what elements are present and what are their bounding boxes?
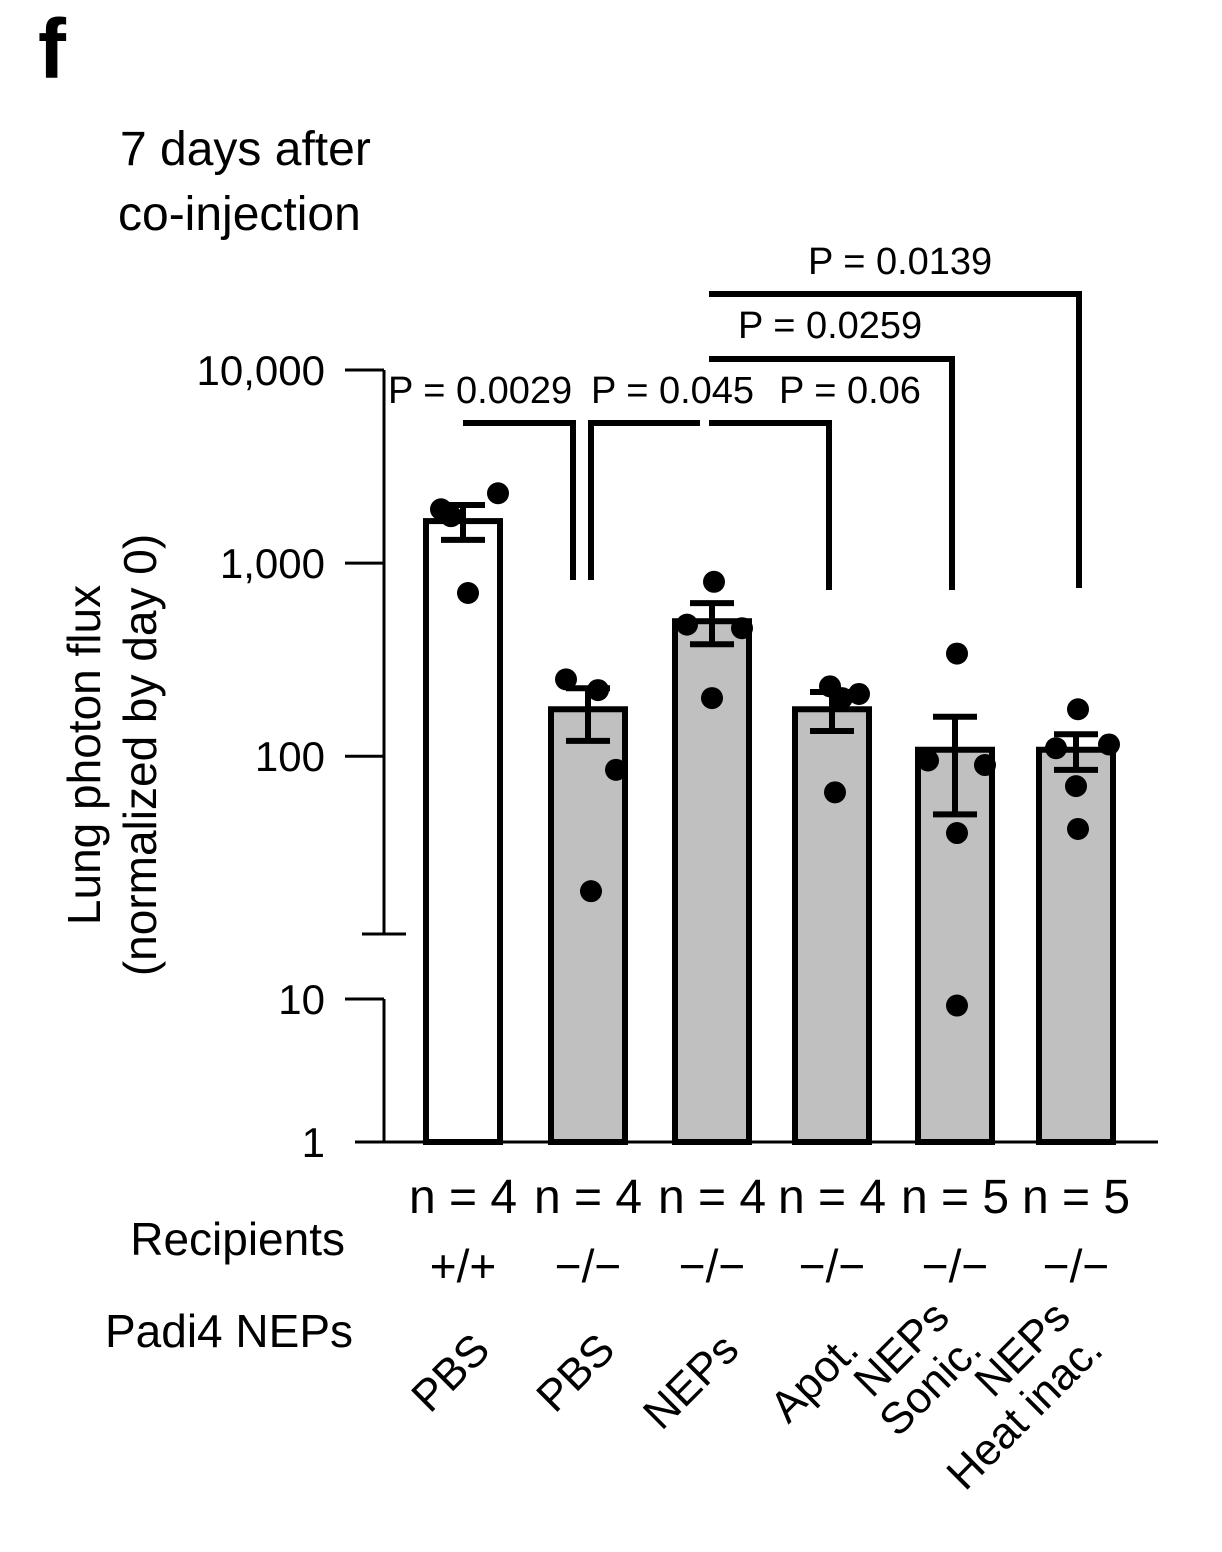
data-point-5-1 (946, 642, 968, 665)
bar-1 (423, 518, 503, 1145)
treatment-label-3-1: NEPs (634, 1324, 748, 1438)
significance-bracket-2 (588, 420, 700, 580)
chart-title-line-1: 7 days after (120, 123, 371, 176)
data-point-2-3 (605, 758, 627, 781)
y-tick-label-1: 1,000 (220, 540, 325, 587)
data-point-4-4 (824, 781, 846, 804)
p-value-label-5: P = 0.0139 (808, 241, 992, 283)
p-value-label-2: P = 0.045 (591, 370, 754, 412)
error-bar-2 (566, 685, 610, 744)
data-point-5-3 (974, 754, 996, 777)
data-point-6-5 (1067, 817, 1089, 840)
error-bar-1 (441, 501, 485, 543)
y-tick-label-3: 10 (278, 976, 325, 1023)
data-point-2-1 (555, 668, 577, 691)
row-label-padi4-neps: Padi4 NEPs (105, 1305, 353, 1357)
bar-6 (1036, 746, 1116, 1145)
significance-bracket-5 (709, 291, 1082, 588)
data-point-4-3 (848, 682, 870, 705)
data-point-6-4 (1065, 775, 1087, 798)
data-point-5-4 (946, 822, 968, 845)
error-bar-4 (810, 689, 854, 735)
error-bars (441, 501, 1098, 818)
data-point-2-4 (580, 880, 602, 903)
bar-4 (792, 706, 872, 1146)
p-value-label-3: P = 0.06 (779, 370, 921, 412)
y-axis-label-line-2: (normalized by day 0) (114, 534, 166, 976)
treatment-label-2-1: PBS (527, 1324, 624, 1421)
error-bar-5 (933, 713, 977, 818)
panel-letter: f (38, 2, 67, 96)
recipient-label-2: −/− (555, 1240, 622, 1292)
p-value-label-4: P = 0.0259 (738, 305, 922, 347)
chart-title-line-2: co-injection (118, 188, 361, 241)
data-point-6-3 (1098, 733, 1120, 756)
n-label-2: n = 4 (534, 1171, 642, 1224)
significance-bracket-4 (709, 356, 955, 590)
significance-bracket-3 (709, 420, 832, 590)
recipient-label-3: −/− (679, 1240, 746, 1292)
y-tick-label-2: 100 (255, 733, 325, 780)
recipient-label-4: −/− (799, 1240, 866, 1292)
data-point-1-3 (487, 482, 509, 505)
p-value-label-1: P = 0.0029 (388, 370, 572, 412)
significance-brackets: P = 0.0029 P = 0.045 P = 0.06 P = 0.0259 P =… (388, 241, 1082, 590)
n-label-6: n = 5 (1022, 1171, 1130, 1224)
y-tick-label-4: 1 (302, 1119, 325, 1166)
data-point-1-2 (440, 505, 462, 528)
data-point-5-5 (946, 994, 968, 1017)
y-axis: 10,000 1,000 100 10 1 (197, 347, 1158, 1166)
y-axis-label-line-1: Lung photon flux (58, 585, 110, 925)
data-point-6-1 (1067, 698, 1089, 721)
treatment-label-1-1: PBS (402, 1324, 499, 1421)
bar-2 (548, 706, 628, 1146)
n-label-1: n = 4 (409, 1171, 517, 1224)
data-point-3-3 (731, 617, 753, 640)
data-point-6-2 (1045, 737, 1067, 760)
recipient-label-1: +/+ (430, 1240, 497, 1292)
error-bar-6 (1054, 731, 1098, 773)
error-bar-3 (690, 600, 734, 648)
recipient-label-6: −/− (1043, 1240, 1110, 1292)
recipient-label-5: −/− (922, 1240, 989, 1292)
data-point-3-4 (701, 687, 723, 710)
n-label-4: n = 4 (778, 1171, 886, 1224)
y-tick-label-0: 10,000 (197, 347, 325, 394)
n-label-5: n = 5 (901, 1171, 1009, 1224)
n-label-3: n = 4 (658, 1171, 766, 1224)
data-points (430, 482, 1120, 1017)
data-point-3-1 (703, 570, 725, 593)
row-label-recipients: Recipients (130, 1213, 345, 1265)
data-point-1-4 (457, 582, 479, 605)
data-point-3-2 (676, 613, 698, 636)
significance-bracket-1 (463, 420, 576, 580)
data-point-5-2 (917, 749, 939, 772)
bars (423, 518, 1116, 1146)
